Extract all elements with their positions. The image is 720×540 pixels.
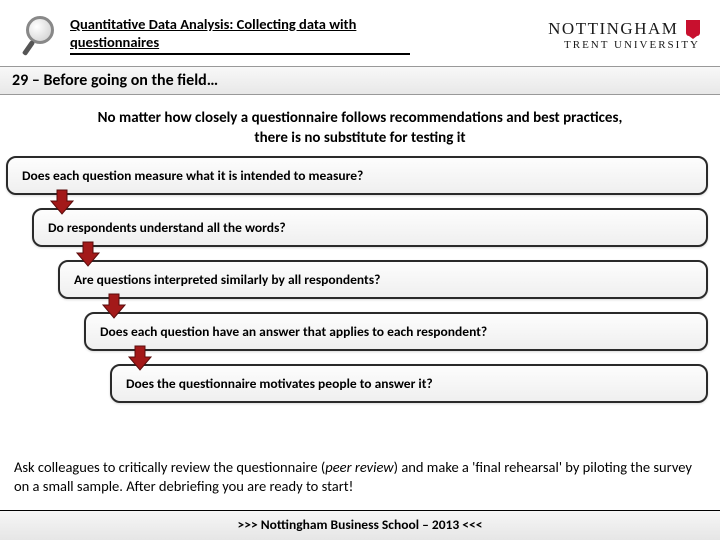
question-box: Do respondents understand all the words?	[32, 208, 708, 247]
magnifier-icon	[20, 14, 62, 56]
down-arrow-icon	[100, 292, 128, 320]
question-box: Does the questionnaire motivates people …	[110, 364, 708, 403]
slide-heading: 29 – Before going on the field…	[0, 66, 720, 95]
down-arrow-icon	[126, 344, 154, 372]
intro-text: No matter how closely a questionnaire fo…	[0, 95, 720, 156]
university-logo: NOTTINGHAM TRENT UNIVERSITY	[548, 20, 700, 51]
down-arrow-icon	[48, 188, 76, 216]
question-cascade: Does each question measure what it is in…	[6, 156, 714, 436]
header: Quantitative Data Analysis: Collecting d…	[0, 0, 720, 66]
closing-pre: Ask colleagues to critically review the …	[14, 458, 325, 476]
footer: >>> Nottingham Business School – 2013 <<…	[0, 510, 720, 540]
university-name-bottom: TRENT UNIVERSITY	[548, 39, 700, 51]
university-name-top: NOTTINGHAM	[548, 19, 678, 38]
course-title: Quantitative Data Analysis: Collecting d…	[70, 15, 410, 51]
slide-title: Before going on the field…	[43, 71, 218, 90]
question-box: Are questions interpreted similarly by a…	[58, 260, 708, 299]
closing-text: Ask colleagues to critically review the …	[14, 458, 706, 496]
question-box: Does each question have an answer that a…	[84, 312, 708, 351]
title-block: Quantitative Data Analysis: Collecting d…	[70, 15, 410, 55]
slide-number: 29	[12, 71, 28, 90]
question-box: Does each question measure what it is in…	[6, 156, 708, 195]
university-badge-icon	[686, 20, 700, 36]
down-arrow-icon	[74, 240, 102, 268]
closing-italic: peer review	[325, 458, 393, 476]
